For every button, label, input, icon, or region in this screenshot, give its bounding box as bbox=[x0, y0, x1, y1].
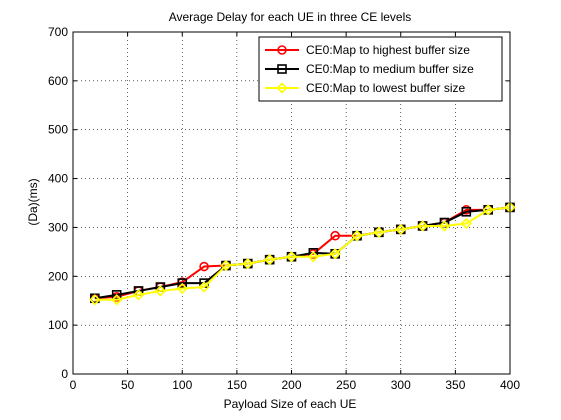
data-point bbox=[242, 257, 254, 270]
plot-frame bbox=[72, 31, 511, 375]
legend-marker bbox=[277, 45, 287, 55]
legend-marker bbox=[276, 82, 288, 94]
y-tick-label: 700 bbox=[48, 25, 68, 39]
legend-label: CE0:Map to highest buffer size bbox=[306, 43, 470, 57]
y-tick-label: 600 bbox=[48, 74, 68, 88]
data-point bbox=[111, 294, 123, 306]
x-tick-label: 100 bbox=[172, 378, 192, 392]
data-point bbox=[416, 220, 429, 232]
data-point bbox=[154, 285, 167, 297]
x-tick-label: 250 bbox=[336, 378, 356, 392]
data-point bbox=[329, 248, 341, 260]
data-point bbox=[482, 204, 494, 216]
x-axis-label: Payload Size of each UE bbox=[224, 397, 357, 411]
x-tick-label: 350 bbox=[445, 378, 465, 392]
data-point bbox=[89, 294, 101, 306]
y-tick-label: 0 bbox=[61, 367, 68, 381]
data-point bbox=[307, 251, 319, 263]
axis-ticks: 0 50 100 150 200 250 300 350 400 0 100 200 300 400 500… bbox=[48, 25, 520, 392]
data-point bbox=[285, 251, 298, 263]
series-3 bbox=[89, 201, 516, 306]
x-tick-label: 150 bbox=[227, 378, 247, 392]
series-layer bbox=[89, 201, 516, 306]
x-tick-label: 0 bbox=[70, 378, 77, 392]
data-point bbox=[176, 282, 188, 295]
y-tick-label: 200 bbox=[48, 269, 68, 283]
data-point bbox=[438, 220, 451, 232]
legend-label: CE0:Map to lowest buffer size bbox=[306, 81, 466, 95]
data-point bbox=[460, 217, 472, 230]
y-tick-label: 400 bbox=[48, 172, 68, 186]
data-point bbox=[198, 281, 210, 293]
data-point bbox=[461, 206, 472, 217]
data-point bbox=[395, 223, 407, 236]
legend-label: CE0:Map to medium buffer size bbox=[306, 62, 474, 76]
y-axis-label: (Da)(ms) bbox=[26, 178, 40, 225]
x-tick-label: 400 bbox=[500, 378, 520, 392]
y-tick-label: 100 bbox=[48, 318, 68, 332]
data-point bbox=[373, 226, 385, 238]
x-tick-label: 50 bbox=[121, 378, 135, 392]
legend: CE0:Map to highest buffer size CE0:Map to… bbox=[258, 36, 503, 102]
legend-marker bbox=[277, 64, 287, 74]
y-tick-label: 300 bbox=[48, 220, 68, 234]
chart-title: Average Delay for each UE in three CE le… bbox=[169, 10, 412, 24]
data-point bbox=[177, 278, 188, 288]
y-tick-label: 500 bbox=[48, 123, 68, 137]
data-point bbox=[330, 230, 341, 241]
x-tick-label: 300 bbox=[391, 378, 411, 392]
data-point bbox=[199, 261, 209, 272]
legend-box bbox=[258, 36, 503, 102]
data-point bbox=[220, 259, 232, 272]
x-tick-label: 200 bbox=[281, 378, 301, 392]
data-point bbox=[351, 230, 363, 242]
data-point bbox=[132, 289, 145, 301]
data-point bbox=[264, 254, 276, 266]
